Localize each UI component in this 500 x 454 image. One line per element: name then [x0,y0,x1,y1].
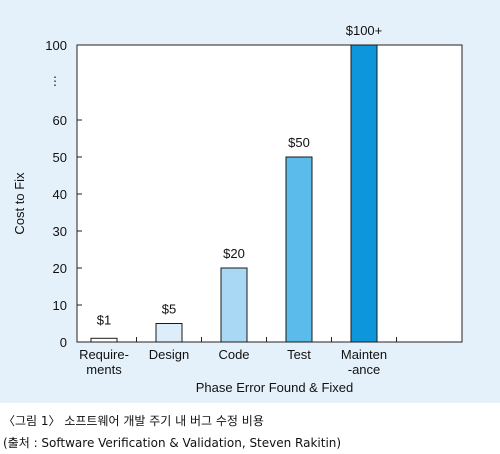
category-label: Mainten -ance [341,347,387,377]
data-label: $100+ [346,23,383,38]
data-label: $50 [288,135,310,150]
category-label: Require-ments [79,347,129,377]
bar [90,337,118,343]
axis-break-label: ⋮ [49,74,61,88]
y-tick-label: 10 [53,298,67,313]
data-label: $20 [223,246,245,261]
y-tick-label: 60 [53,113,67,128]
y-axis-title: Cost to Fix [12,172,27,235]
y-tick-label: 30 [53,224,67,239]
figure-caption: 〈그림 1〉 소프트웨어 개발 주기 내 버그 수정 비용 [3,414,264,428]
y-tick-label: 100 [45,38,67,53]
category-label: Design [149,347,189,362]
bar [155,323,183,343]
chart-figure: 0 10 20 30 40 50 60 100 ⋮ Cost to Fix $1 Require-me… [0,0,500,403]
data-label: $1 [97,312,111,327]
bar [220,267,248,343]
y-tick-label: 50 [53,150,67,165]
figure-source: (출처 : Software Verification & Validation… [3,436,342,450]
y-tick-label: 20 [53,261,67,276]
y-tick-label: 0 [60,335,67,350]
bar [285,156,313,343]
data-label: $5 [162,302,176,317]
category-label: Test [287,347,311,362]
y-tick-label: 40 [53,187,67,202]
category-label: Code [218,347,249,362]
bar-chart: 0 10 20 30 40 50 60 100 ⋮ Cost to Fix $1 Require-me… [12,23,463,395]
plot-area [76,44,463,343]
x-axis-title: Phase Error Found & Fixed [196,380,354,395]
bar [350,44,378,343]
